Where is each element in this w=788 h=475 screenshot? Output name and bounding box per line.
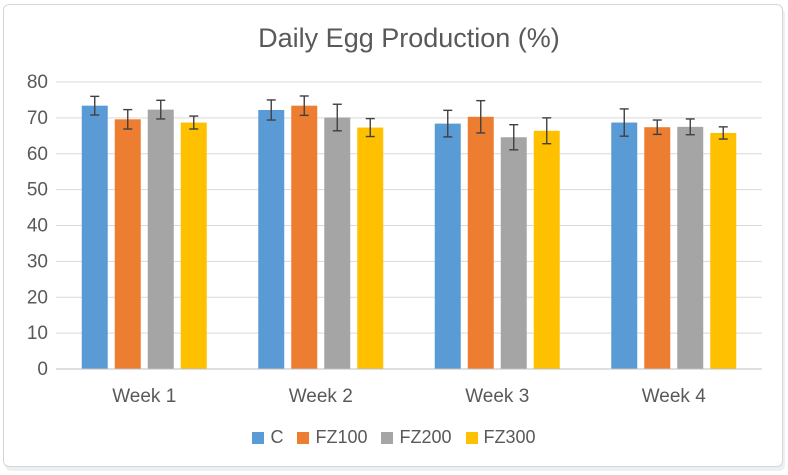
bar-fz300-week-2 bbox=[357, 127, 384, 369]
chart-legend: C FZ100 FZ200 FZ300 bbox=[0, 427, 788, 448]
legend-swatch-fz200 bbox=[381, 431, 394, 444]
chart-title: Daily Egg Production (%) bbox=[258, 23, 560, 53]
bar-fz200-week-4 bbox=[677, 126, 704, 369]
legend-item-fz100: FZ100 bbox=[297, 427, 367, 448]
x-axis-label: Week 2 bbox=[289, 386, 353, 407]
y-tick-label: 70 bbox=[27, 108, 48, 129]
legend-label: FZ300 bbox=[483, 427, 536, 447]
legend-label: FZ200 bbox=[399, 427, 452, 447]
bar-c-week-1 bbox=[81, 105, 108, 370]
bar-c-week-4 bbox=[611, 122, 638, 369]
x-axis-label: Week 1 bbox=[112, 386, 176, 407]
bar-fz200-week-3 bbox=[500, 137, 527, 369]
y-tick-label: 10 bbox=[27, 323, 48, 344]
legend-swatch-fz300 bbox=[465, 431, 478, 444]
y-tick-label: 30 bbox=[27, 251, 48, 272]
bar-fz100-week-1 bbox=[114, 119, 141, 369]
bar-fz300-week-1 bbox=[180, 122, 207, 369]
y-tick-label: 20 bbox=[27, 287, 48, 308]
bar-fz200-week-2 bbox=[324, 117, 351, 369]
bar-fz300-week-3 bbox=[533, 130, 560, 369]
legend-item-fz300: FZ300 bbox=[465, 427, 536, 448]
bar-c-week-2 bbox=[258, 109, 285, 370]
legend-swatch-c bbox=[252, 431, 265, 444]
y-tick-label: 0 bbox=[37, 359, 48, 380]
y-tick-label: 40 bbox=[27, 216, 48, 237]
legend-swatch-fz100 bbox=[297, 431, 310, 444]
legend-item-c: C bbox=[252, 427, 283, 448]
legend-item-fz200: FZ200 bbox=[381, 427, 452, 448]
bar-fz100-week-4 bbox=[644, 127, 671, 369]
bar-fz300-week-4 bbox=[710, 132, 737, 369]
y-tick-label: 60 bbox=[27, 144, 48, 165]
legend-label: C bbox=[270, 427, 284, 447]
bar-c-week-3 bbox=[434, 123, 461, 370]
y-tick-label: 80 bbox=[27, 72, 48, 93]
bar-fz100-week-2 bbox=[291, 105, 318, 370]
x-axis-label: Week 4 bbox=[642, 386, 707, 407]
bar-fz100-week-3 bbox=[467, 116, 494, 369]
y-tick-label: 50 bbox=[27, 180, 48, 201]
legend-label: FZ100 bbox=[315, 427, 368, 447]
bar-fz200-week-1 bbox=[147, 109, 174, 369]
x-axis-label: Week 3 bbox=[465, 386, 529, 407]
